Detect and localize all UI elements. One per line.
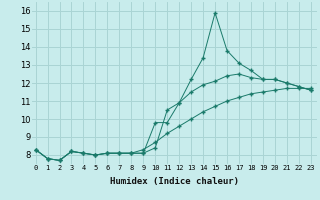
X-axis label: Humidex (Indice chaleur): Humidex (Indice chaleur) bbox=[110, 177, 239, 186]
